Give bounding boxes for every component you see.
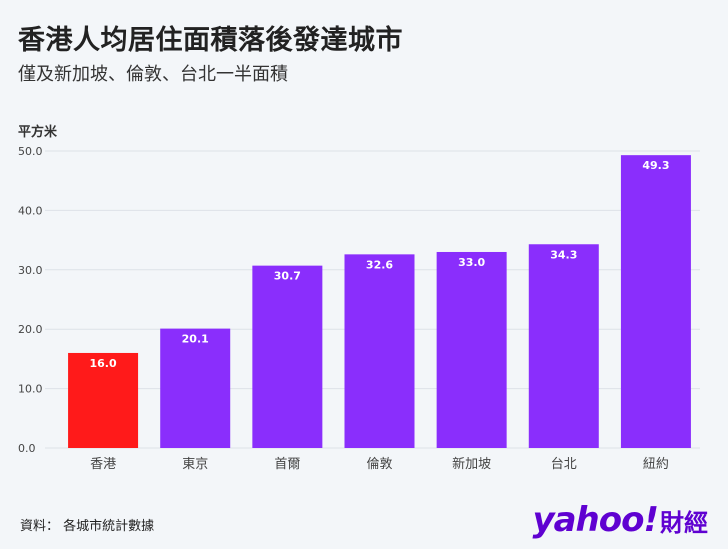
x-tick-label: 倫敦	[366, 456, 392, 472]
y-tick-label: 20.0	[18, 323, 43, 336]
bar	[620, 155, 691, 448]
bar	[528, 244, 599, 448]
bar	[436, 251, 507, 448]
y-tick-label: 40.0	[18, 204, 43, 217]
source-note: 資料： 各城市統計數據	[20, 519, 155, 534]
x-tick-label: 紐約	[643, 457, 669, 472]
x-tick-label: 台北	[551, 457, 577, 472]
x-tick-label: 新加坡	[452, 456, 491, 472]
bar	[68, 352, 139, 448]
bar-value-label: 32.6	[366, 258, 393, 271]
bar-value-label: 34.3	[550, 248, 577, 261]
x-tick-label: 香港	[90, 457, 116, 472]
y-axis-unit-label: 平方米	[18, 125, 58, 140]
chart-title: 香港人均居住面積落後發達城市	[18, 25, 403, 56]
x-tick-label: 東京	[182, 456, 208, 472]
x-tick-label: 首爾	[274, 457, 300, 472]
bar	[344, 254, 415, 448]
bar	[160, 328, 231, 448]
bar-value-label: 33.0	[458, 256, 485, 269]
bar-value-label: 30.7	[274, 270, 301, 283]
logo-suffix: 財經	[660, 509, 708, 537]
yahoo-finance-logo[interactable]: yahoo! 財經	[532, 500, 708, 540]
y-tick-label: 30.0	[18, 264, 43, 277]
bar-value-label: 16.0	[90, 357, 117, 370]
bar-value-label: 49.3	[642, 159, 669, 172]
y-tick-label: 10.0	[18, 383, 43, 396]
y-tick-label: 0.0	[18, 442, 36, 455]
bar	[252, 265, 323, 448]
chart-subtitle: 僅及新加坡、倫敦、台北一半面積	[18, 64, 288, 85]
logo-brand: yahoo!	[532, 500, 659, 540]
bar-value-label: 20.1	[182, 333, 209, 346]
y-tick-label: 50.0	[18, 145, 43, 158]
